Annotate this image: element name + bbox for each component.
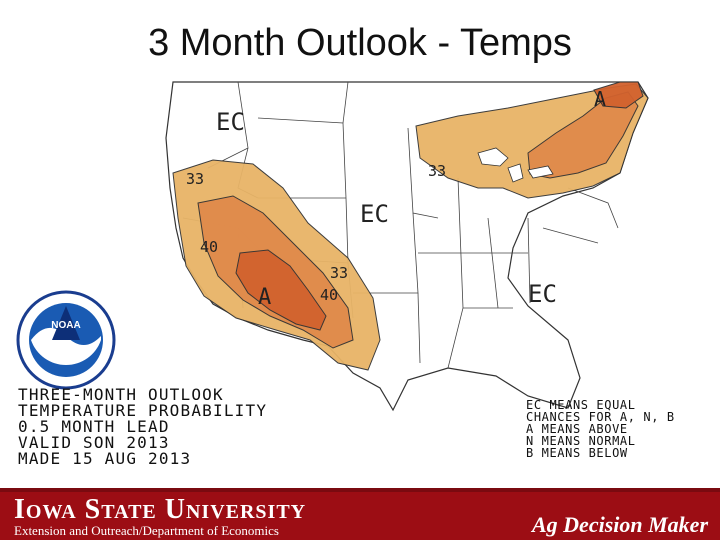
slide-title: 3 Month Outlook - Temps: [148, 22, 572, 64]
outlook-map: EC EC EC A A 33 40 33 40 33 NOAA THREE-M…: [8, 78, 708, 490]
legend-line-2: CHANCES FOR A, N, B: [526, 410, 675, 424]
noaa-logo: NOAA: [16, 290, 116, 390]
brand-name: Ag Decision Maker: [532, 512, 708, 537]
a-northeast-label: A: [594, 87, 606, 111]
legend-line-4: N MEANS NORMAL: [526, 434, 636, 448]
legend-line-3: A MEANS ABOVE: [526, 422, 628, 436]
shade-ne-40: [527, 91, 639, 179]
footer-bar: [0, 492, 720, 540]
great-lakes: [477, 147, 554, 183]
a-southwest-label: A: [258, 285, 271, 310]
outlook-line-3: 0.5 MONTH LEAD: [18, 417, 170, 436]
footer-divider: [0, 488, 720, 492]
contour-33-northeast: 33: [428, 162, 446, 180]
shade-sw-50: [235, 249, 327, 331]
legend-block: EC MEANS EQUAL CHANCES FOR A, N, B A MEA…: [526, 398, 675, 460]
contour-33-west: 33: [186, 170, 204, 188]
outlook-line-2: TEMPERATURE PROBABILITY: [18, 401, 267, 420]
legend-line-1: EC MEANS EQUAL: [526, 398, 636, 412]
legend-line-5: B MEANS BELOW: [526, 446, 628, 460]
contour-33-south: 33: [330, 264, 348, 282]
university-name: Iowa State University: [14, 494, 307, 525]
ec-central-label: EC: [360, 200, 389, 228]
map-canvas: EC EC EC A A 33 40 33 40 33 NOAA THREE-M…: [16, 81, 675, 468]
outlook-line-4: VALID SON 2013: [18, 433, 170, 452]
shade-ne-50: [593, 81, 644, 109]
outlook-line-1: THREE-MONTH OUTLOOK: [18, 385, 224, 404]
noaa-logo-text: NOAA: [51, 320, 80, 331]
state-borders: [182, 81, 619, 369]
department-name: Extension and Outreach/Department of Eco…: [14, 523, 279, 538]
ec-northwest-label: EC: [216, 108, 245, 136]
outlook-line-5: MADE 15 AUG 2013: [18, 449, 191, 468]
outlook-text-block: THREE-MONTH OUTLOOK TEMPERATURE PROBABIL…: [18, 385, 267, 468]
ec-southeast-label: EC: [528, 280, 557, 308]
contour-40-south: 40: [320, 286, 338, 304]
contour-40-west: 40: [200, 238, 218, 256]
